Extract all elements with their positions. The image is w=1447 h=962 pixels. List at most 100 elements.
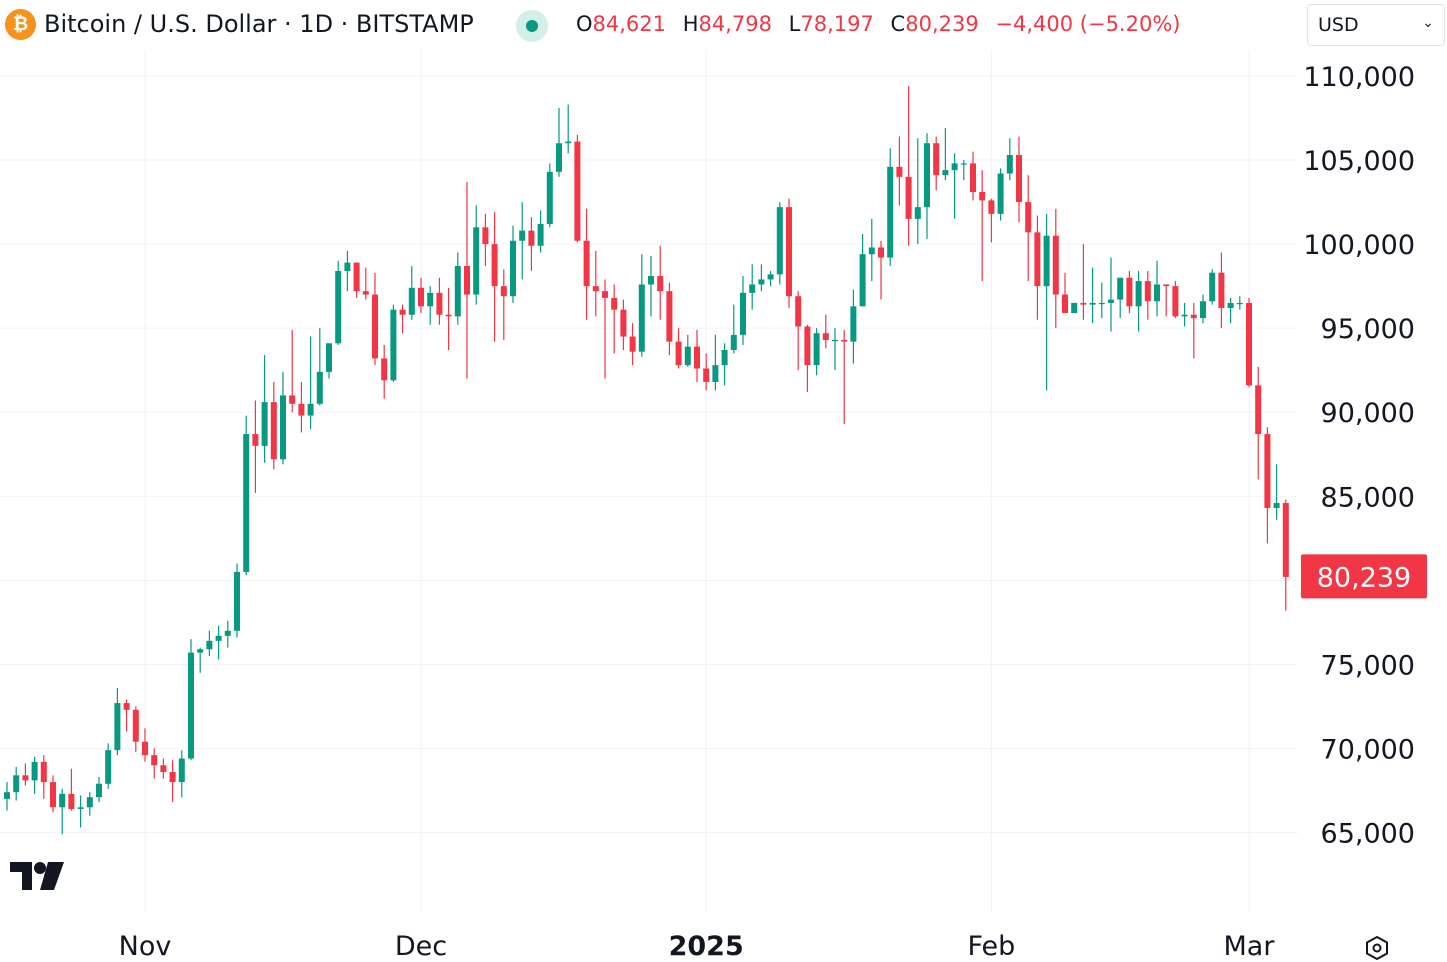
settings-icon[interactable] <box>1362 934 1392 962</box>
candle <box>326 343 332 379</box>
candle <box>721 343 728 386</box>
candle-body <box>454 265 461 317</box>
candle <box>795 291 802 371</box>
candle <box>997 168 1004 221</box>
y-tick-label: 65,000 <box>1321 819 1415 850</box>
x-tick-label: Dec <box>395 931 447 962</box>
candle-body <box>675 341 682 366</box>
candle-body <box>970 163 976 192</box>
candle <box>804 324 811 393</box>
candle-body <box>436 292 443 315</box>
candle-body <box>4 792 10 799</box>
candle <box>243 415 250 576</box>
price-axis[interactable]: 65,000 70,000 75,000 85,000 90,000 95,000 100,… <box>1303 62 1415 850</box>
candle <box>1255 366 1262 480</box>
candle <box>960 160 967 181</box>
candle <box>68 768 75 811</box>
symbol-title[interactable]: Bitcoin / U.S. Dollar · 1D · BITSTAMP <box>44 10 474 38</box>
low-label: L <box>788 12 801 36</box>
close-value: 80,239 <box>905 12 979 36</box>
candle <box>878 240 884 300</box>
candle <box>776 202 783 285</box>
candle-body <box>1172 286 1179 317</box>
candle <box>1071 302 1078 314</box>
candle <box>1052 208 1059 329</box>
candle-body <box>850 306 857 342</box>
candle <box>491 212 498 342</box>
candle-body <box>1264 434 1271 509</box>
candle-body <box>1154 284 1160 302</box>
candle <box>1172 281 1179 319</box>
candle-body <box>905 176 912 219</box>
market-status-indicator[interactable] <box>516 10 548 42</box>
candle <box>638 254 645 357</box>
candle-body <box>335 271 342 344</box>
candle-body <box>602 291 608 298</box>
candle <box>1236 296 1243 310</box>
candle <box>280 371 286 465</box>
candle-body <box>1190 314 1197 319</box>
candle-body <box>1052 235 1059 295</box>
candle <box>648 255 654 317</box>
last-price-badge <box>1301 554 1427 599</box>
x-tick-label: 2025 <box>669 931 744 962</box>
candle-body <box>537 223 544 246</box>
bitcoin-icon: ₿ <box>5 9 36 40</box>
candle-body <box>574 141 581 241</box>
candle <box>473 205 480 305</box>
candle-body <box>712 365 719 382</box>
grid-lines <box>0 50 1298 912</box>
candle <box>197 647 204 673</box>
candle-body <box>859 254 866 307</box>
candle <box>1062 272 1068 314</box>
candle-body <box>96 783 102 798</box>
candle <box>841 329 848 424</box>
candle-body <box>1126 277 1133 307</box>
tradingview-logo-icon[interactable] <box>10 860 66 894</box>
candle-body <box>638 284 645 352</box>
candle <box>353 262 360 298</box>
candle <box>1200 294 1206 324</box>
candle-body <box>500 286 507 297</box>
candle <box>1246 297 1252 388</box>
candle-body <box>418 287 424 307</box>
candle-body <box>326 343 332 372</box>
candle-body <box>160 765 167 772</box>
candle <box>445 287 452 351</box>
candle-body <box>1200 301 1206 319</box>
y-tick-label: 110,000 <box>1303 62 1415 93</box>
candle-body <box>142 741 148 756</box>
candle-body <box>234 571 240 631</box>
candle <box>1163 284 1170 317</box>
last-price-label: 80,239 <box>1317 562 1411 593</box>
candle-body <box>924 143 930 208</box>
candle-body <box>1236 302 1243 305</box>
candle <box>703 353 710 391</box>
candle <box>749 264 756 310</box>
time-axis[interactable]: Nov Dec 2025 Feb Mar <box>119 931 1276 962</box>
candle-body <box>786 207 792 297</box>
change-value: −4,400 (−5.20%) <box>995 12 1181 36</box>
currency-select[interactable]: USD ⌄ <box>1307 4 1445 46</box>
candle-body <box>132 709 139 742</box>
candle-body <box>1080 302 1087 305</box>
candle-body <box>59 793 66 808</box>
candle-body <box>730 334 737 351</box>
candle <box>1227 297 1234 324</box>
candle-body <box>86 797 93 808</box>
close-label: C <box>890 12 906 36</box>
candle <box>1126 271 1133 314</box>
candle-body <box>611 297 618 310</box>
candle-body <box>556 143 562 172</box>
candle <box>316 328 323 406</box>
candle <box>399 304 406 334</box>
candle <box>1144 271 1151 320</box>
y-tick-label: 105,000 <box>1303 146 1415 177</box>
candle-body <box>381 358 388 381</box>
high-label: H <box>682 12 699 36</box>
candle-body <box>399 309 406 315</box>
candle-body <box>491 244 498 287</box>
candle-body <box>1218 272 1225 308</box>
candle <box>602 279 608 379</box>
